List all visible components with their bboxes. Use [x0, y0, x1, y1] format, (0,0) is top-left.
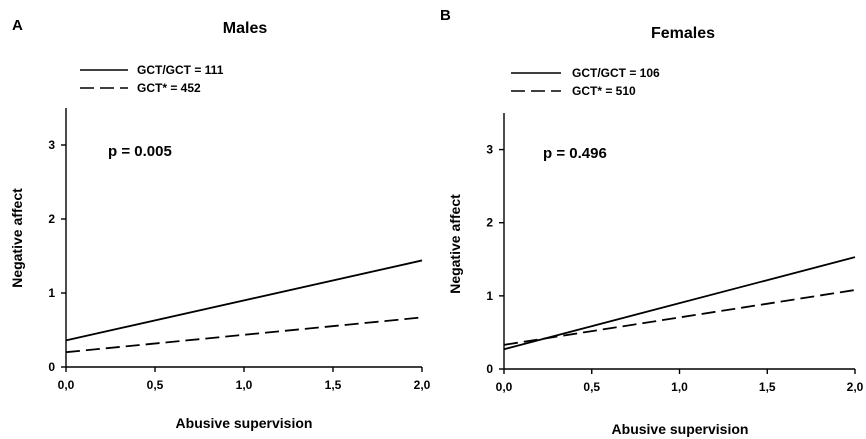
y-tick-label: 2: [486, 216, 493, 230]
p-value-annotation: p = 0.005: [108, 143, 172, 160]
legend: GCT/GCT = 106 GCT* = 510: [511, 66, 660, 98]
panel-letter: B: [440, 7, 451, 24]
x-tick-label: 2,0: [847, 380, 864, 394]
panel-letter: A: [12, 17, 23, 34]
chart-panel-1: A Males GCT/GCT = 111 GCT* = 452 0 1 2 3 0,0 0,5 1…: [9, 17, 431, 431]
legend-label-1: GCT/GCT = 111: [137, 63, 224, 77]
y-tick-label: 3: [48, 138, 55, 152]
x-tick-label: 1,5: [759, 380, 776, 394]
chart-title: Females: [651, 25, 715, 42]
x-tick-label: 1,0: [671, 380, 688, 394]
x-tick-label: 0,0: [496, 380, 513, 394]
x-tick-label: 2,0: [414, 378, 431, 392]
series-line-2: [503, 289, 856, 346]
legend-label-1: GCT/GCT = 106: [572, 66, 660, 80]
y-tick-label: 1: [486, 289, 493, 303]
series-line-1: [65, 259, 423, 342]
legend: GCT/GCT = 111 GCT* = 452: [80, 63, 224, 95]
chart-title: Males: [223, 20, 268, 37]
series-line-1: [503, 256, 856, 351]
y-tick-label: 0: [486, 362, 493, 376]
y-tick-label: 2: [48, 212, 55, 226]
x-tick-label: 1,5: [325, 378, 342, 392]
x-tick-label: 1,0: [236, 378, 253, 392]
y-tick-label: 1: [48, 286, 55, 300]
y-tick-label: 3: [486, 143, 493, 157]
x-tick-label: 0,5: [583, 380, 600, 394]
y-axis-label: Negative affect: [9, 188, 25, 288]
x-tick-label: 0,5: [147, 378, 164, 392]
y-axis-label: Negative affect: [447, 194, 463, 294]
legend-label-2: GCT* = 510: [572, 84, 636, 98]
p-value-annotation: p = 0.496: [543, 145, 607, 162]
x-axis-label: Abusive supervision: [176, 415, 313, 431]
series-line-2: [65, 316, 423, 354]
chart-panel-2: B Females GCT/GCT = 106 GCT* = 510 0 1 2 3 0,0 0,…: [440, 7, 864, 437]
x-tick-label: 0,0: [58, 378, 75, 392]
y-tick-label: 0: [48, 360, 55, 374]
legend-label-2: GCT* = 452: [137, 81, 201, 95]
x-axis-label: Abusive supervision: [612, 421, 749, 437]
